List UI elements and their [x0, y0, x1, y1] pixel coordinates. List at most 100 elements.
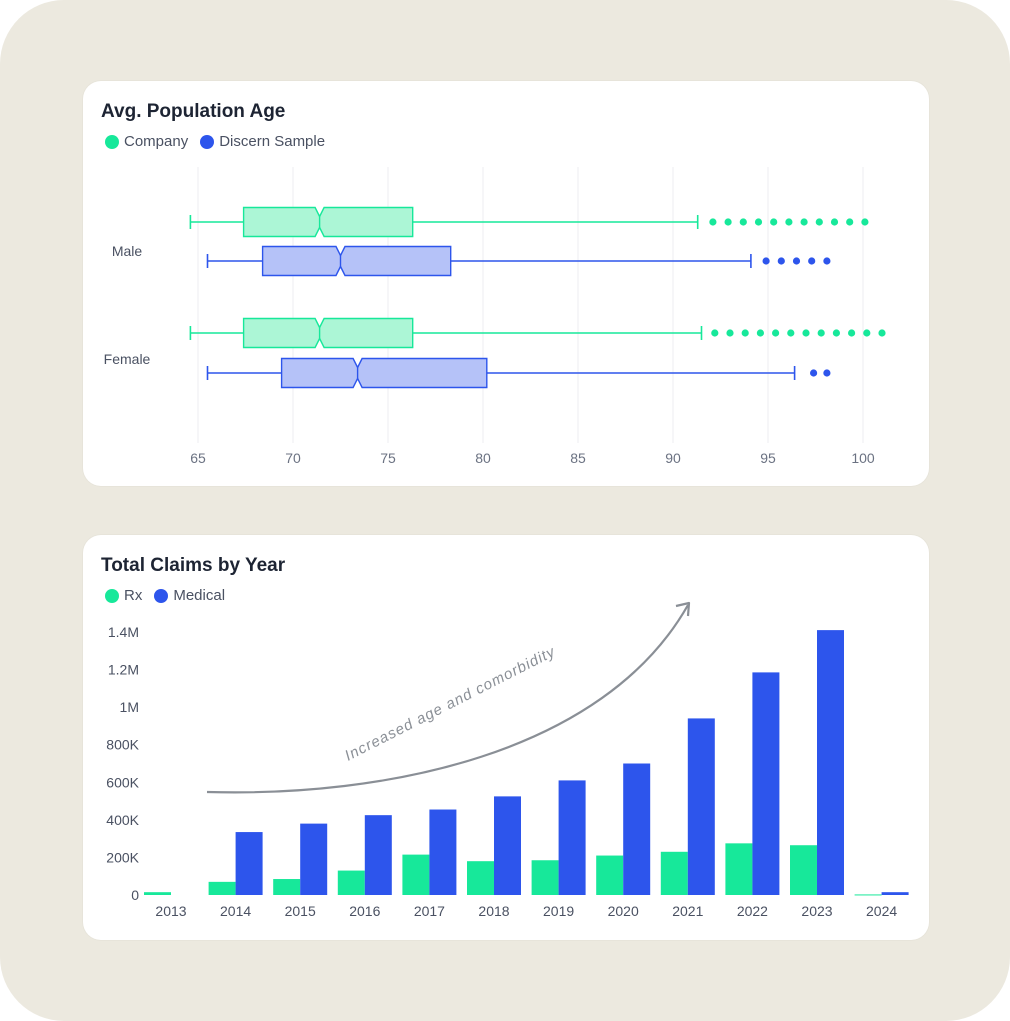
x-tick-label: 2020 [608, 903, 639, 919]
outlier-point [709, 218, 717, 226]
x-tick-label: 2024 [866, 903, 897, 919]
legend-item-company[interactable]: Company [105, 133, 188, 150]
y-tick-label: 600K [106, 774, 139, 790]
x-tick-label: 80 [475, 450, 491, 466]
claims-chart-title: Total Claims by Year [101, 555, 286, 576]
legend-item-medical[interactable]: Medical [154, 587, 225, 604]
outlier-point [808, 257, 816, 265]
x-tick-label: 2023 [801, 903, 832, 919]
bar-medical [752, 672, 780, 895]
y-tick-label: 400K [106, 812, 139, 828]
bar-rx [273, 879, 301, 895]
outlier-point [832, 329, 841, 337]
y-tick-label: 1.4M [108, 624, 139, 640]
outlier-point [823, 257, 831, 265]
age-chart-legend: Company Discern Sample [105, 133, 325, 150]
outlier-point [810, 369, 818, 377]
x-tick-label: 2016 [349, 903, 380, 919]
bar-medical [300, 823, 328, 895]
discern-sample-legend-dot [200, 134, 215, 149]
outlier-point [711, 329, 719, 337]
x-tick-label: 2014 [220, 903, 251, 919]
trend-arrow [206, 604, 689, 794]
category-label: Male [112, 243, 143, 259]
outlier-point [878, 329, 886, 337]
outlier-point [777, 257, 785, 265]
x-tick-label: 95 [760, 450, 776, 466]
x-tick-label: 65 [190, 450, 206, 466]
outlier-point [802, 329, 810, 337]
bar-rx [725, 843, 753, 895]
legend-item-discern-sample[interactable]: Discern Sample [200, 133, 325, 150]
bar-medical [429, 809, 457, 895]
box-discern-sample [280, 357, 488, 389]
claims-chart-legend: Rx Medical [105, 587, 225, 604]
bar-medical [881, 892, 909, 895]
box-company [242, 317, 414, 349]
bar-rx [402, 854, 430, 895]
outlier-point [739, 218, 747, 226]
x-tick-label: 2022 [737, 903, 768, 919]
x-tick-label: 2018 [478, 903, 509, 919]
bar-rx [467, 861, 494, 895]
rx-legend-dot [105, 588, 119, 603]
x-tick-label: 90 [665, 450, 681, 466]
y-tick-label: 1M [120, 699, 139, 715]
bar-rx [596, 855, 624, 895]
outlier-point [770, 218, 778, 226]
bar-chart: 0 200K 400K 600K 800K 1M 1.2M 1.4M 2013 2014 2015 2… [106, 601, 909, 919]
y-tick-label: 1.2M [108, 662, 139, 678]
box-discern-sample [261, 245, 452, 277]
legend-label-rx: Rx [124, 587, 143, 604]
bar-rx [208, 881, 236, 895]
outlier-point [848, 329, 856, 337]
x-tick-label: 75 [380, 450, 396, 466]
outlier-point [815, 218, 823, 226]
bar-medical [364, 815, 392, 895]
outlier-point [772, 329, 780, 337]
legend-label-medical: Medical [173, 587, 226, 604]
x-tick-label: 85 [570, 450, 586, 466]
medical-legend-dot [154, 588, 169, 603]
bar-rx [144, 892, 171, 895]
trend-annotation: Increased age and comorbidity [342, 643, 559, 765]
outlier-point [741, 329, 749, 337]
outlier-point [830, 218, 839, 226]
y-tick-label: 800K [106, 737, 139, 753]
legend-label-discern-sample: Discern Sample [219, 133, 326, 150]
bar-medical [558, 780, 586, 895]
outlier-point [785, 218, 793, 226]
x-tick-label: 2013 [155, 903, 186, 919]
company-legend-dot [105, 134, 119, 149]
outlier-point [724, 218, 732, 226]
legend-item-rx[interactable]: Rx [105, 587, 142, 604]
outlier-point [726, 329, 734, 337]
category-label: Female [104, 351, 151, 367]
claims-chart-card: Total Claims by Year Rx Medical 0 200K 400… [83, 535, 929, 940]
trend-arrow-head [675, 601, 691, 617]
x-tick-label: 2015 [285, 903, 316, 919]
outlier-point [846, 218, 854, 226]
bar-rx [660, 851, 688, 895]
outlier-point [800, 218, 808, 226]
bar-rx [790, 845, 817, 895]
outlier-point [863, 329, 871, 337]
bar-medical [494, 796, 521, 895]
outlier-point [817, 329, 825, 337]
bar-rx [337, 870, 365, 895]
outlier-point [792, 257, 801, 265]
outlier-point [787, 329, 795, 337]
age-chart-title: Avg. Population Age [101, 101, 286, 122]
bar-rx [531, 860, 559, 895]
x-tick-label: 2017 [414, 903, 445, 919]
age-chart-card: Avg. Population Age Company Discern Samp… [83, 81, 929, 486]
bar-medical [817, 630, 844, 895]
y-tick-label: 200K [106, 849, 139, 865]
box-company [242, 206, 414, 238]
x-tick-label: 100 [851, 450, 875, 466]
legend-label-company: Company [124, 133, 189, 150]
x-tick-label: 70 [285, 450, 301, 466]
bar-medical [623, 763, 651, 895]
outlier-point [823, 369, 831, 377]
